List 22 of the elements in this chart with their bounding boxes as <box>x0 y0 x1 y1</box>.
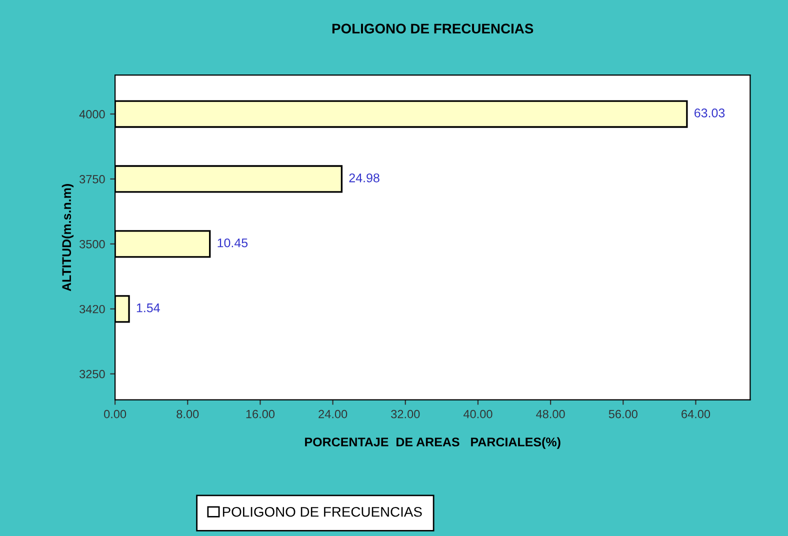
x-tick-label: 32.00 <box>391 410 420 418</box>
y-tick-label: 3250 <box>80 370 105 378</box>
data-label: 1.54 <box>136 304 160 312</box>
y-tick-label: 3420 <box>80 304 105 314</box>
x-tick-label: 48.00 <box>536 410 565 418</box>
x-tick-label: 0.00 <box>104 410 126 418</box>
x-tick-label: 16.00 <box>246 410 275 418</box>
data-label: 24.98 <box>349 173 380 182</box>
x-tick-label: 56.00 <box>608 410 638 418</box>
chart-title: POLIGONO DE FRECUENCIAS <box>332 24 534 34</box>
x-tick-label: 64.00 <box>682 410 710 418</box>
y-tick-label: 3750 <box>80 175 105 184</box>
x-tick-label: 40.00 <box>463 410 492 418</box>
data-label: 10.45 <box>218 238 248 248</box>
y-tick-label: 4000 <box>79 110 105 118</box>
y-axis-title: ALTITUD(m.s.n.m) <box>62 184 74 292</box>
x-tick-label: 8.00 <box>176 410 199 418</box>
y-tick-label: 3500 <box>80 240 105 248</box>
x-tick-label: 24.00 <box>318 410 348 418</box>
legend-label: POLIGONO DE FRECUENCIAS <box>222 506 422 517</box>
data-label: 63.03 <box>694 108 725 118</box>
x-axis-title: PORCENTAJE DE AREAS PARCIALES(%) <box>305 437 560 449</box>
